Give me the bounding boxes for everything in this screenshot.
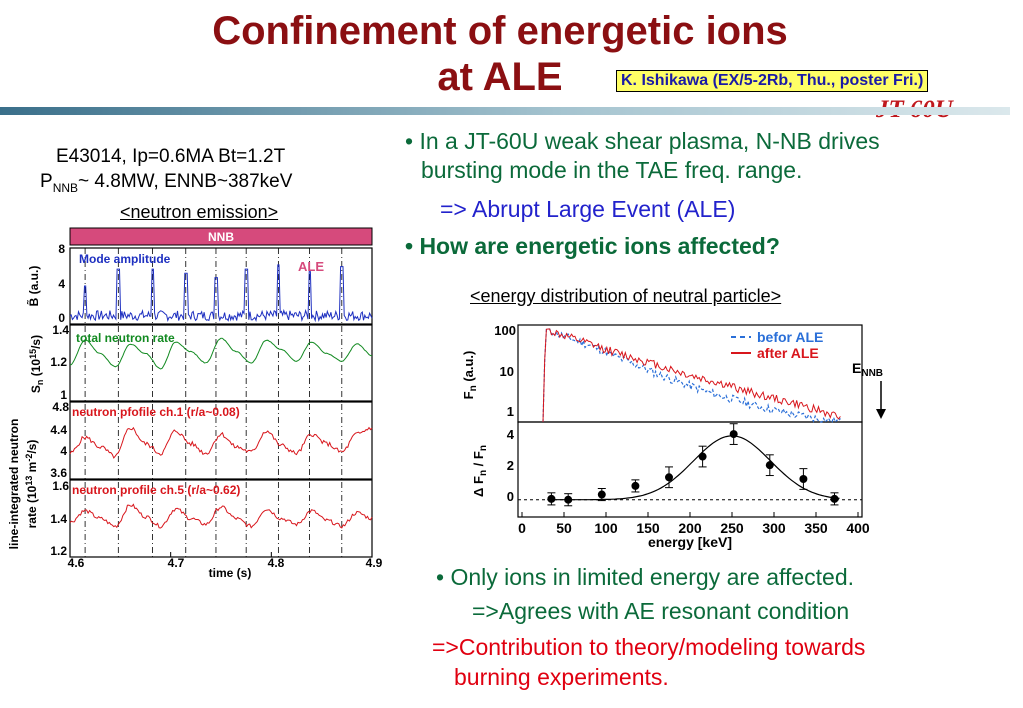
rxtick-label-1: 50 <box>556 520 572 536</box>
mode-amplitude-label: Mode amplitude <box>79 252 171 266</box>
panel3-series <box>69 426 373 459</box>
bullet-3: • Only ions in limited energy are affect… <box>436 564 855 590</box>
ennb-label: ENNB <box>852 360 883 379</box>
rxtick-label-6: 300 <box>762 520 786 536</box>
rxtick-label-7: 350 <box>804 520 828 536</box>
bullet-4: =>Contribution to theory/modeling toward… <box>432 634 866 660</box>
power-info: PNNB~ 4.8MW, ENNB~387keV <box>40 171 293 195</box>
bot-tick-0: 0 <box>507 489 514 504</box>
rxtick-label-2: 100 <box>594 520 618 536</box>
xtick-4.6: 4.6 <box>68 556 85 570</box>
top-ylabel: Fn (a.u.) <box>461 351 479 400</box>
rxtick-label-0: 0 <box>518 520 526 536</box>
data-point-2 <box>597 490 606 499</box>
data-point-6 <box>729 430 738 439</box>
p1-tick-4: 4 <box>58 277 65 291</box>
shared-ylabel-1: line-integrated neutron <box>7 419 21 550</box>
panel-frame-2 <box>69 324 373 402</box>
energy-series-1 <box>542 328 841 423</box>
nnb-bar-label: NNB <box>208 230 234 244</box>
p1-ylabel: B̃ (a.u.) <box>26 266 41 307</box>
shot-info: E43014, Ip=0.6MA Bt=1.2T <box>56 146 286 167</box>
xtick-4.9: 4.9 <box>366 556 383 570</box>
data-point-8 <box>799 475 808 483</box>
panel2-series <box>69 337 373 370</box>
p2-ylabel: Sn (1015/s) <box>28 335 45 393</box>
data-point-1 <box>564 495 573 504</box>
data-point-9 <box>830 494 839 503</box>
nnb-bar <box>69 227 373 246</box>
panel-frame-3 <box>69 401 373 480</box>
author-box: K. Ishikawa (EX/5-2Rb, Thu., poster Fri.… <box>616 70 929 92</box>
xtick-4.8: 4.8 <box>268 556 285 570</box>
p1-tick-0: 0 <box>58 311 65 325</box>
energy-series-0 <box>542 328 841 424</box>
panels <box>69 247 373 558</box>
bot-ylabel: Δ Fn / Fn <box>471 445 489 497</box>
rxtick-label-3: 150 <box>636 520 660 536</box>
panel-frame-4 <box>69 479 373 558</box>
ch5-label: neutron profile ch.5 (r/a~0.62) <box>72 483 240 497</box>
energy-distribution-figure: 100 10 1 Fn (a.u.) 4 2 0 Δ Fn / Fn 0 50 10… <box>461 323 886 550</box>
ch1-label: neutron pfofile ch.1 (r/a~0.08) <box>72 405 240 419</box>
bullet-1: • In a JT-60U weak shear plasma, N-NB dr… <box>405 128 880 154</box>
ennb-arrow-head <box>876 409 886 419</box>
p3-tick-4.4: 4.4 <box>50 423 67 437</box>
top-tick-10: 10 <box>500 364 514 379</box>
total-neutron-label: total neutron rate <box>76 331 175 345</box>
panel-frame-1 <box>69 247 373 325</box>
bullet-1-sub: => Abrupt Large Event (ALE) <box>440 196 736 222</box>
xtick-4.7: 4.7 <box>168 556 185 570</box>
fit-curve <box>547 435 840 501</box>
energy-heading: <energy distribution of neutral particle… <box>470 286 782 306</box>
neutron-heading: <neutron emission> <box>120 202 279 222</box>
bullet-4-cont: burning experiments. <box>454 664 669 690</box>
bullet-3-sub: =>Agrees with AE resonant condition <box>472 598 850 624</box>
ale-label: ALE <box>298 259 324 274</box>
bullet-1-cont: bursting mode in the TAE freq. range. <box>421 157 803 183</box>
data-point-5 <box>698 452 707 461</box>
panel4-series <box>69 503 373 529</box>
p4-tick-1.2: 1.2 <box>50 544 67 558</box>
data-point-0 <box>547 494 556 503</box>
p3-tick-3.6: 3.6 <box>50 466 67 480</box>
p4-tick-1.6: 1.6 <box>52 479 69 493</box>
p2-tick-1.4: 1.4 <box>52 323 69 337</box>
right-plots <box>518 328 862 507</box>
title-rule <box>0 107 1010 115</box>
bot-tick-2: 2 <box>507 458 514 473</box>
bot-tick-4: 4 <box>507 427 515 442</box>
legend-before-label: befor ALE <box>757 329 823 345</box>
legend-after-label: after ALE <box>757 345 819 361</box>
bullet-2: • How are energetic ions affected? <box>405 233 780 259</box>
energy-xlabel: energy [keV] <box>648 534 732 550</box>
rxtick-label-4: 200 <box>678 520 702 536</box>
x-axis-label: time (s) <box>209 566 252 580</box>
shared-ylabel-2: rate (1013 m-2/s) <box>24 440 39 529</box>
top-tick-1: 1 <box>507 404 514 419</box>
p2-tick-1: 1 <box>60 388 67 402</box>
p2-tick-1.2: 1.2 <box>50 355 67 369</box>
neutron-timeseries-figure: NNB 8 4 0 Mode amplitude ALE B̃ (a.u.) 1… <box>7 227 383 580</box>
data-point-4 <box>665 473 673 482</box>
rxtick-label-8: 400 <box>846 520 870 536</box>
right-x-ticks: 0 50 100 150 200 250 300 350 400 <box>518 512 870 536</box>
p3-tick-4.8: 4.8 <box>52 400 69 414</box>
data-point-3 <box>631 481 640 490</box>
p1-tick-8: 8 <box>58 242 65 256</box>
top-tick-100: 100 <box>494 323 516 338</box>
p4-tick-1.4: 1.4 <box>50 512 67 526</box>
mode-amplitude-series <box>69 264 373 323</box>
page-title: Confinement of energetic ions at ALE <box>212 9 788 99</box>
data-point-7 <box>765 461 774 470</box>
rxtick-label-5: 250 <box>720 520 744 536</box>
p3-tick-4: 4 <box>60 444 67 458</box>
